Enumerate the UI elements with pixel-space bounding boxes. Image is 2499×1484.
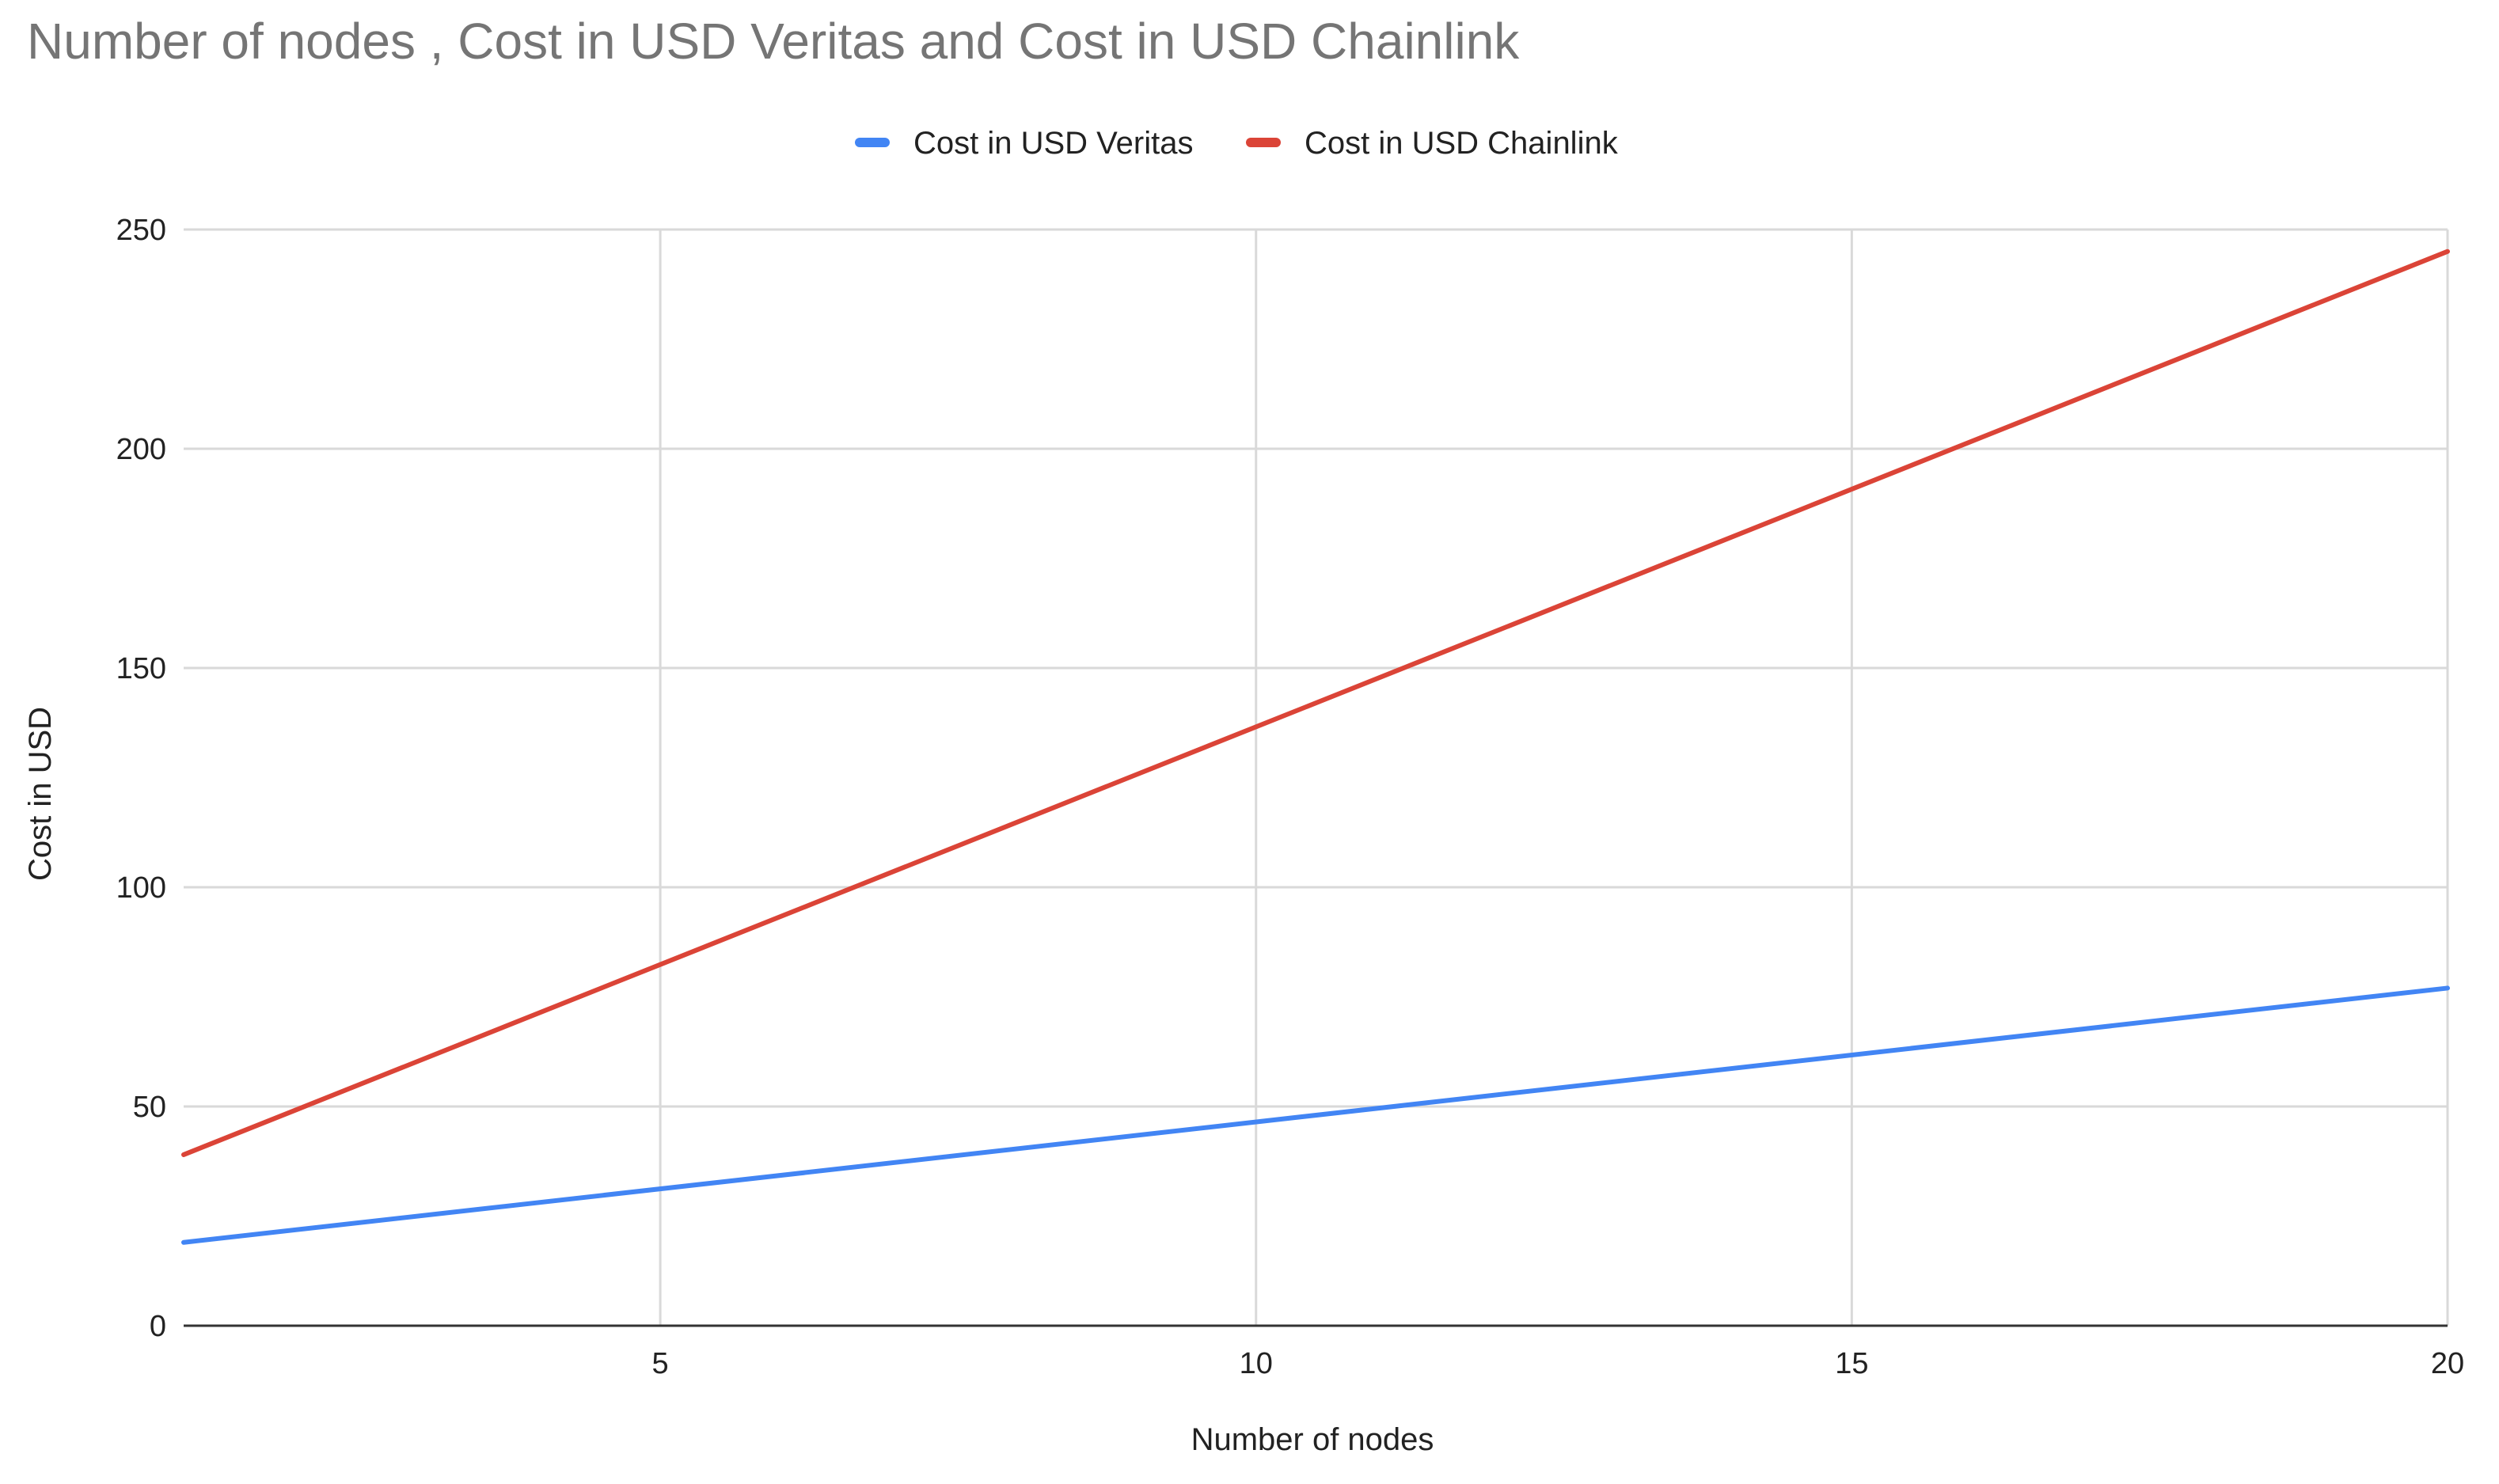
legend-swatch	[855, 138, 890, 147]
series-line	[181, 249, 2450, 1157]
x-tick-label: 5	[652, 1347, 669, 1380]
y-tick-label: 250	[116, 214, 166, 247]
x-axis-tick-labels: 5 10 15 20	[652, 1347, 2465, 1380]
y-axis-title: Cost in USD	[23, 707, 58, 881]
legend-label: Cost in USD Chainlink	[1305, 126, 1619, 161]
chart-title: Number of nodes , Cost in USD Veritas an…	[27, 13, 1520, 70]
y-tick-label: 50	[133, 1091, 166, 1124]
series-lines	[181, 249, 2450, 1245]
x-axis-title: Number of nodes	[1191, 1422, 1434, 1457]
series-line	[181, 985, 2450, 1245]
y-axis-tick-labels: 0 50 100 150 200 250	[116, 214, 166, 1343]
legend: Cost in USD Veritas Cost in USD Chainlink	[855, 126, 1619, 161]
gridlines	[184, 228, 2449, 1326]
x-tick-label: 10	[1240, 1347, 1273, 1380]
legend-swatch	[1246, 138, 1281, 147]
y-tick-label: 0	[150, 1310, 166, 1343]
legend-label: Cost in USD Veritas	[913, 126, 1193, 161]
x-tick-label: 20	[2431, 1347, 2464, 1380]
y-tick-label: 100	[116, 871, 166, 905]
y-tick-label: 150	[116, 652, 166, 685]
x-tick-label: 15	[1835, 1347, 1868, 1380]
y-tick-label: 200	[116, 433, 166, 466]
